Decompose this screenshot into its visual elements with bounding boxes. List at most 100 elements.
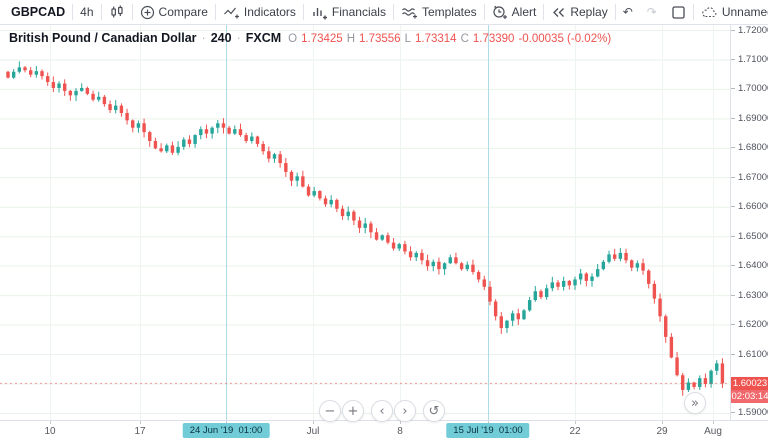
symbol-button[interactable]: GBPCAD — [4, 0, 72, 24]
price-axis-label: 1.71000 — [731, 54, 768, 66]
time-axis[interactable]: 10 17 24 Jun '19 01:00 Jul 8 15 Jul '19 01:00… — [0, 420, 768, 442]
time-axis-tick-mark — [713, 421, 714, 424]
time-axis-label: 22 — [569, 426, 581, 437]
undo-icon: ↶ — [622, 5, 633, 19]
goto-realtime-button[interactable]: » — [684, 392, 706, 414]
rewind-icon — [551, 6, 566, 19]
legend-separator: · — [201, 31, 206, 45]
templates-label: Templates — [421, 5, 477, 19]
change-value: -0.00035 (-0.02%) — [518, 33, 612, 45]
toolbar-separator — [131, 4, 133, 20]
high-letter: H — [346, 33, 355, 45]
time-axis-label: Aug — [704, 426, 722, 437]
toolbar-separator — [483, 4, 485, 20]
financials-icon — [311, 5, 328, 20]
replay-button[interactable]: Replay — [544, 0, 614, 24]
indicators-icon — [223, 5, 240, 20]
redo-button[interactable]: ↷ — [640, 0, 664, 24]
time-axis-tick-mark — [140, 421, 141, 424]
toolbar-separator — [543, 4, 545, 20]
time-axis-tick-mark — [400, 421, 401, 424]
financials-label: Financials — [331, 5, 386, 19]
zoom-out-button[interactable]: − — [319, 400, 341, 422]
low-value: 1.73314 — [414, 33, 457, 45]
save-layout-button[interactable]: Unnamed — [694, 0, 768, 24]
time-axis-tick-mark — [488, 421, 489, 424]
price-axis-label: 1.61000 — [731, 349, 768, 361]
time-axis-label: Jul — [306, 426, 320, 437]
time-axis-tick-mark — [662, 421, 663, 424]
indicators-button[interactable]: Indicators — [216, 0, 303, 24]
price-axis[interactable]: 1.60023 02:03:14 1.72000 1.71000 1.70000 1.… — [730, 25, 768, 420]
plus-icon: + — [347, 403, 359, 419]
redo-icon: ↷ — [646, 5, 657, 19]
minus-icon: − — [324, 403, 336, 419]
layout-icon — [671, 5, 686, 20]
time-axis-tick-mark — [50, 421, 51, 424]
alert-label: Alert — [511, 5, 537, 19]
price-axis-label: 1.69000 — [731, 113, 768, 125]
double-chevron-right-icon: » — [691, 395, 699, 411]
chevron-right-icon: › — [402, 403, 408, 419]
candlestick-icon — [109, 4, 125, 20]
symbol-label: GBPCAD — [11, 5, 66, 19]
high-value: 1.73556 — [359, 33, 401, 45]
undo-button[interactable]: ↶ — [616, 0, 640, 24]
bar-countdown-label: 02:03:14 — [731, 389, 768, 403]
compare-label: Compare — [158, 5, 208, 19]
toolbar-right-group: Unnamed ⚙ — [664, 0, 768, 24]
legend-separator: · — [236, 31, 241, 45]
interval-label: 4h — [80, 5, 94, 19]
open-value: 1.73425 — [301, 33, 343, 45]
chart-plot[interactable] — [0, 0, 730, 420]
close-value: 1.73390 — [472, 33, 515, 45]
alert-button[interactable]: Alert — [485, 0, 544, 24]
chevron-left-icon: ‹ — [379, 403, 385, 419]
reset-icon: ↺ — [428, 403, 440, 419]
compare-button[interactable]: Compare — [133, 0, 215, 24]
price-axis-label: 1.68000 — [731, 142, 768, 154]
toolbar-separator — [614, 4, 616, 20]
price-axis-label: 1.64000 — [731, 260, 768, 272]
price-axis-label: 1.65000 — [731, 231, 768, 243]
chart-style-button[interactable] — [102, 0, 132, 24]
legend-exchange: FXCM — [245, 31, 282, 45]
low-letter: L — [404, 33, 411, 45]
price-axis-label: 1.67000 — [731, 172, 768, 184]
cloud-icon — [701, 5, 718, 19]
chart-nav-controls: − + ‹ › ↺ — [319, 400, 445, 422]
interval-button[interactable]: 4h — [73, 0, 100, 24]
toolbar-separator — [302, 4, 304, 20]
symbol-title: British Pound / Canadian Dollar — [9, 31, 197, 45]
toolbar-separator — [392, 4, 394, 20]
toolbar-left-group: GBPCAD 4h Compare — [4, 0, 664, 24]
grid-lines — [0, 25, 730, 420]
layout-name-label: Unnamed — [721, 5, 768, 19]
scroll-right-button[interactable]: › — [394, 400, 416, 422]
time-axis-highlighted-label: 24 Jun '19 01:00 — [182, 423, 270, 438]
financials-button[interactable]: Financials — [304, 0, 393, 24]
time-axis-tick-mark — [575, 421, 576, 424]
templates-button[interactable]: Templates — [394, 0, 484, 24]
time-axis-tick-mark — [313, 421, 314, 424]
zoom-in-button[interactable]: + — [342, 400, 364, 422]
time-axis-label: 8 — [397, 426, 403, 437]
toolbar-separator — [72, 4, 74, 20]
legend-interval: 240 — [210, 31, 232, 45]
ohlc-values: O 1.73425 H 1.73556 L 1.73314 C 1.73390 -0.0… — [288, 33, 611, 45]
layout-button[interactable] — [664, 0, 693, 24]
close-letter: C — [460, 33, 469, 45]
price-axis-label: 1.62000 — [731, 319, 768, 331]
reset-view-button[interactable]: ↺ — [423, 400, 445, 422]
chart-legend[interactable]: British Pound / Canadian Dollar · 240 · … — [9, 31, 611, 45]
time-axis-highlighted-label: 15 Jul '19 01:00 — [446, 423, 530, 438]
time-axis-label: 29 — [656, 426, 668, 437]
toolbar-separator — [100, 4, 102, 20]
indicators-label: Indicators — [243, 5, 296, 19]
alarm-clock-icon — [492, 4, 508, 20]
open-letter: O — [288, 33, 298, 45]
time-axis-label: 10 — [44, 426, 56, 437]
scroll-left-button[interactable]: ‹ — [371, 400, 393, 422]
price-axis-label: 1.70000 — [731, 83, 768, 95]
